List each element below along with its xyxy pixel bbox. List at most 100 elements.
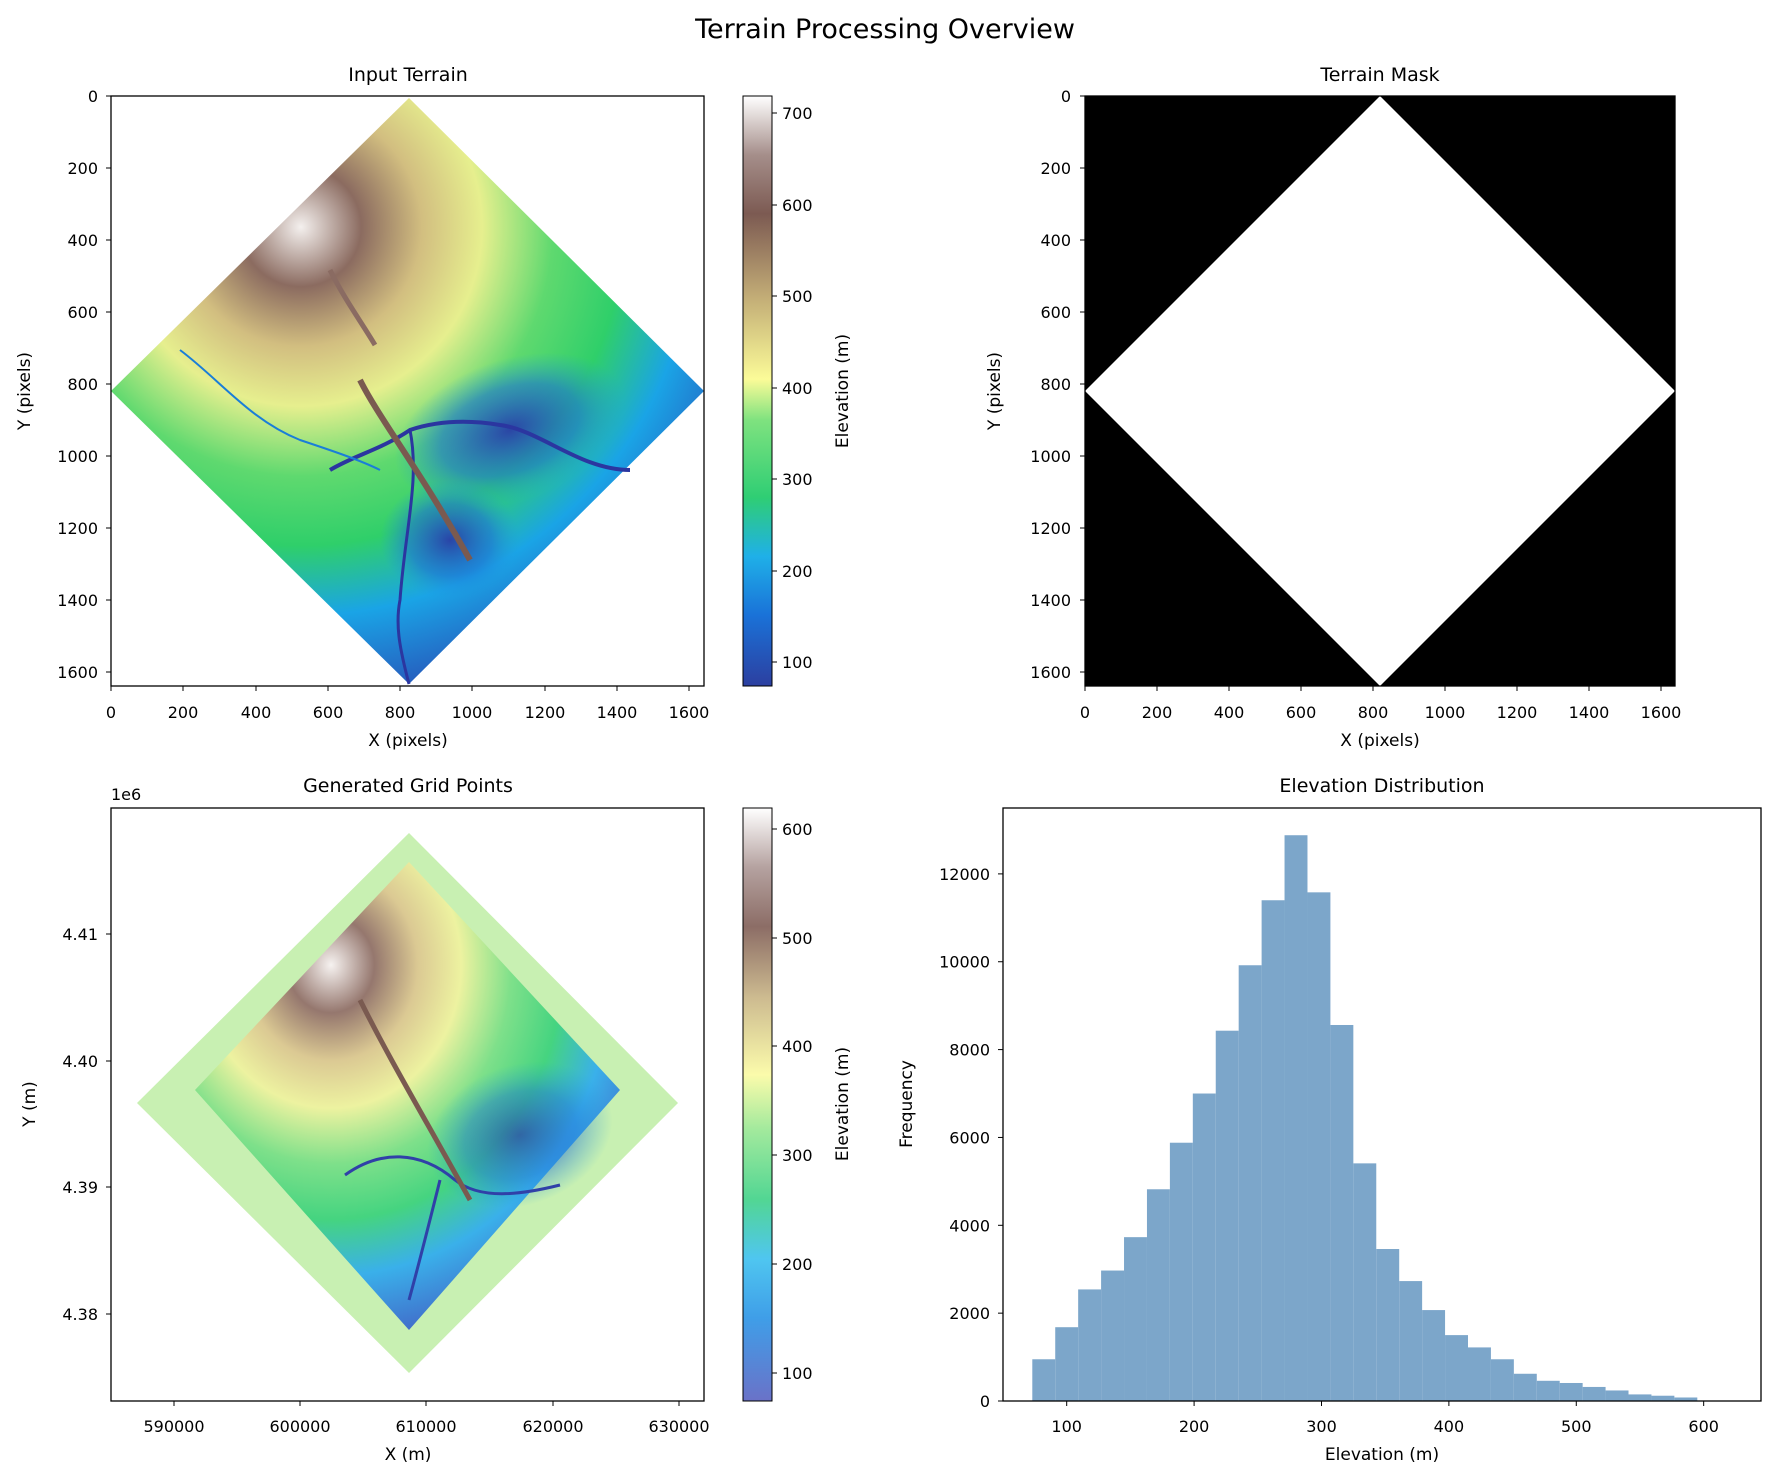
colorbar: 100 200 300 400 500 600 Elevation (m)	[742, 807, 853, 1402]
histogram-bar	[1055, 1327, 1079, 1401]
colorbar-tick-label: 100	[782, 653, 813, 672]
x-tick-label: 800	[385, 703, 416, 722]
x-tick-label: 500	[1561, 1417, 1592, 1436]
panel-title: Terrain Mask	[1319, 64, 1439, 86]
x-tick-label: 1400	[1569, 703, 1610, 722]
figure-title: Terrain Processing Overview	[694, 14, 1075, 45]
y-tick-label: 2000	[949, 1304, 990, 1323]
x-tick-label: 1000	[1425, 703, 1466, 722]
x-ticks: 0 200 400 600 800 1000 1200 1400 1600	[106, 686, 709, 722]
histogram-bar	[1238, 965, 1262, 1401]
y-tick-label: 0	[1061, 87, 1071, 106]
x-tick-label: 400	[1434, 1417, 1465, 1436]
histogram-bar	[1582, 1386, 1606, 1401]
colorbar-tick-label: 200	[782, 562, 813, 581]
terrain-image	[111, 98, 704, 685]
y-tick-label: 10000	[939, 953, 990, 972]
colorbar-tick-label: 600	[782, 820, 813, 839]
mask-image	[1085, 96, 1675, 686]
histogram-bar	[1101, 1270, 1125, 1401]
histogram-bar	[1536, 1380, 1560, 1401]
histogram-bar	[1169, 1142, 1193, 1401]
histogram-bar	[1399, 1281, 1423, 1401]
histogram-bar	[1124, 1237, 1147, 1401]
y-tick-label: 4.39	[62, 1178, 98, 1197]
y-tick-label: 12000	[939, 865, 990, 884]
histogram-bar	[1376, 1249, 1400, 1401]
x-tick-label: 200	[1142, 703, 1173, 722]
histogram-bar	[1467, 1347, 1491, 1401]
axes-frame	[1084, 95, 1676, 687]
axes-frame	[110, 95, 705, 687]
x-tick-label: 600000	[269, 1417, 330, 1436]
y-axis-label: Frequency	[897, 1060, 917, 1148]
y-tick-label: 400	[67, 231, 98, 250]
histogram-bar	[1674, 1397, 1698, 1401]
x-tick-label: 1400	[597, 703, 638, 722]
x-tick-label: 1200	[1497, 703, 1538, 722]
x-axis-label: X (pixels)	[1340, 731, 1419, 751]
y-ticks: 0 200 400 600 800 1000 1200 1400 1600	[1030, 87, 1085, 682]
x-tick-label: 600	[313, 703, 344, 722]
y-tick-label: 4.41	[62, 925, 98, 944]
y-tick-label: 800	[67, 375, 98, 394]
x-tick-label: 400	[1214, 703, 1245, 722]
colorbar-tick-label: 400	[782, 1037, 813, 1056]
x-tick-label: 200	[1179, 1417, 1210, 1436]
y-ticks: 4.38 4.39 4.40 4.41	[62, 925, 111, 1324]
x-tick-label: 400	[241, 703, 272, 722]
histogram-bar	[1559, 1382, 1583, 1401]
x-axis-label: Elevation (m)	[1325, 1445, 1439, 1465]
y-ticks: 0 2000 4000 6000 8000 10000 12000	[939, 865, 1003, 1411]
colorbar-tick-label: 500	[782, 929, 813, 948]
histogram-bar	[1284, 835, 1308, 1401]
histogram-bar	[1422, 1310, 1446, 1401]
histogram-bar	[1490, 1359, 1514, 1401]
y-tick-label: 1400	[57, 591, 98, 610]
colorbar-tick-label: 300	[782, 1146, 813, 1165]
y-tick-label: 6000	[949, 1128, 990, 1147]
y-tick-label: 1600	[1030, 663, 1071, 682]
x-tick-label: 200	[168, 703, 199, 722]
y-tick-label: 200	[67, 159, 98, 178]
x-axis-label: X (pixels)	[368, 731, 447, 751]
colorbar-tick-label: 200	[782, 1255, 813, 1274]
x-tick-label: 1600	[1641, 703, 1682, 722]
y-tick-label: 600	[67, 303, 98, 322]
histogram-bar	[1628, 1394, 1652, 1401]
histogram-bar	[1330, 1024, 1354, 1401]
x-tick-label: 1000	[452, 703, 493, 722]
histogram-bars	[1032, 835, 1698, 1401]
x-tick-label: 590000	[143, 1417, 204, 1436]
y-tick-label: 1400	[1030, 591, 1071, 610]
histogram-bar	[1192, 1093, 1216, 1401]
axes-frame	[110, 807, 705, 1402]
x-tick-label: 1200	[525, 703, 566, 722]
histogram-bar	[1605, 1390, 1629, 1401]
y-tick-label: 400	[1040, 231, 1071, 250]
y-axis-label: Y (m)	[20, 1081, 40, 1128]
histogram-bar	[1651, 1395, 1675, 1401]
panel-terrain-mask: Terrain Mask 0 200 400 600 800 1000 1200…	[985, 64, 1681, 751]
y-tick-label: 1600	[57, 663, 98, 682]
colorbar-tick-label: 700	[782, 104, 813, 123]
grid-points-image	[137, 833, 678, 1373]
y-tick-label: 4000	[949, 1216, 990, 1235]
y-tick-label: 800	[1040, 375, 1071, 394]
colorbar-tick-label: 300	[782, 470, 813, 489]
histogram-bar	[1215, 1030, 1239, 1401]
x-tick-label: 0	[1080, 703, 1090, 722]
colorbar-label: Elevation (m)	[833, 1047, 853, 1161]
colorbar-tick-label: 600	[782, 196, 813, 215]
histogram-bar	[1146, 1189, 1170, 1401]
axes-frame	[1002, 807, 1762, 1402]
y-tick-label: 0	[88, 87, 98, 106]
colorbar: 100 200 300 400 500 600 700 Elevation (m…	[742, 95, 853, 687]
x-ticks: 100 200 300 400 500 600	[1051, 1401, 1719, 1436]
x-tick-label: 0	[106, 703, 116, 722]
histogram-bar	[1513, 1373, 1537, 1401]
histogram-bar	[1261, 900, 1285, 1401]
panel-elevation-distribution: Elevation Distribution 100 200 300 400 5…	[897, 775, 1762, 1465]
y-tick-label: 1200	[1030, 519, 1071, 538]
y-ticks: 0 200 400 600 800 1000 1200 1400 1600	[57, 87, 111, 682]
